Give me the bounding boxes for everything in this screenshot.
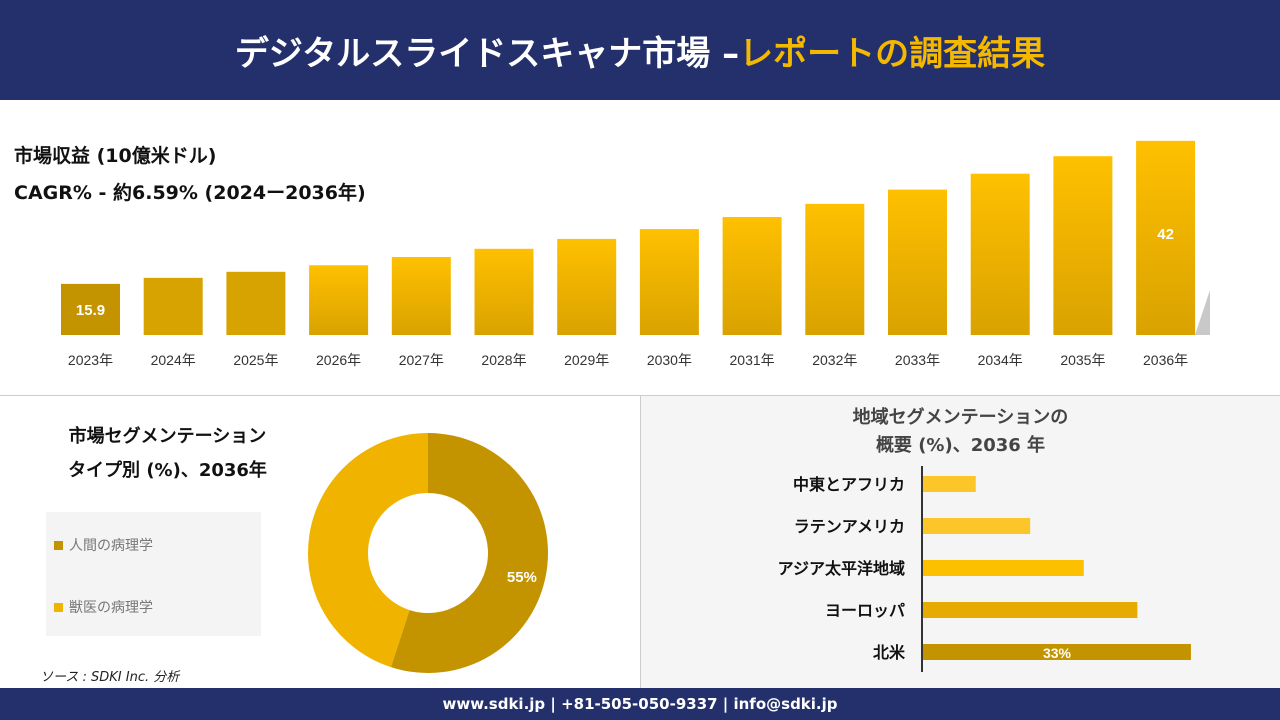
region-bar (923, 602, 1138, 618)
revenue-bar (226, 271, 286, 335)
region-panel: 地域セグメンテーションの 概要 (%)、2036 年 中東とアフリカ ラテンアメリ… (640, 396, 1280, 688)
year-tick-label: 2032年 (812, 352, 857, 368)
region-label: ヨーロッパ (825, 601, 905, 620)
revenue-bar (1053, 156, 1113, 335)
revenue-bar (474, 248, 534, 335)
revenue-bar (143, 277, 203, 335)
region-label: 北米 (873, 643, 906, 662)
year-tick-label: 2033年 (895, 352, 940, 368)
region-bar (923, 476, 976, 492)
revenue-bar (391, 257, 451, 335)
source-note: ソース : SDKI Inc. 分析 (40, 670, 180, 685)
year-tick-label: 2028年 (481, 352, 526, 368)
revenue-title: 市場収益 (10億米ドル) (14, 145, 217, 167)
year-tick-label: 2029年 (564, 352, 609, 368)
revenue-bar (888, 189, 947, 335)
year-tick-label: 2026年 (316, 352, 361, 368)
revenue-bar (309, 265, 369, 335)
revenue-bar (639, 229, 699, 335)
region-title: 地域セグメンテーションの 概要 (%)、2036 年 (641, 404, 1280, 460)
region-label: 中東とアフリカ (793, 475, 905, 494)
revenue-bar (61, 283, 120, 335)
revenue-bar (557, 238, 617, 335)
region-label: ラテンアメリカ (794, 517, 905, 536)
year-tick-label: 2027年 (399, 352, 444, 368)
donut-slice (308, 433, 428, 668)
year-tick-label: 2030年 (647, 352, 692, 368)
revenue-bar (805, 203, 865, 335)
legend-label: 獣医の病理学 (69, 600, 153, 616)
region-label: アジア太平洋地域 (778, 559, 905, 578)
type-donut-chart: 55% (308, 433, 548, 673)
revenue-bar (970, 173, 1030, 335)
region-title-line1: 地域セグメンテーションの (852, 407, 1069, 428)
legend-item-veterinary: 獣医の病理学 (54, 597, 153, 617)
segment-title-line1: 市場セグメンテーション (68, 426, 267, 447)
donut-legend (46, 512, 261, 636)
title-main: デジタルスライドスキャナ市場 – (234, 33, 740, 74)
year-tick-label: 2036年 (1143, 352, 1188, 368)
title-highlight: レポートの調査結果 (739, 33, 1046, 74)
bar-data-label: 15.9 (76, 302, 105, 319)
bar-data-label: 33% (1043, 645, 1072, 661)
slice-data-label: 55% (507, 569, 537, 586)
segment-title-line2: タイプ別 (%)、2036年 (68, 460, 267, 481)
revenue-bar (1136, 140, 1196, 335)
year-tick-label: 2031年 (730, 352, 775, 368)
year-tick-label: 2024年 (151, 352, 196, 368)
legend-label: 人間の病理学 (69, 538, 153, 554)
footer-contact: www.sdki.jp | +81-505-050-9337 | info@sd… (0, 688, 1280, 720)
year-tick-label: 2035年 (1060, 352, 1105, 368)
year-tick-label: 2034年 (978, 352, 1023, 368)
revenue-bar-chart: 2023年 15.9 2024年 2025年 2026年 2027年 2028年 2029年 2… (60, 140, 1210, 368)
divider (0, 395, 1280, 396)
region-title-line2: 概要 (%)、2036 年 (875, 435, 1046, 456)
region-bar (923, 560, 1084, 576)
donut-slice (390, 433, 548, 673)
header-banner: デジタルスライドスキャナ市場 – レポートの調査結果 (0, 0, 1280, 100)
bar-data-label: 42 (1157, 226, 1174, 243)
cagr-text: CAGR% - 約6.59% (2024ー2036年) (14, 182, 366, 204)
year-tick-label: 2025年 (233, 352, 278, 368)
region-bar (923, 644, 1191, 660)
year-tick-label: 2023年 (68, 352, 113, 368)
segment-title: 市場セグメンテーション タイプ別 (%)、2036年 (40, 420, 295, 488)
legend-swatch (54, 602, 63, 612)
legend-swatch (54, 540, 63, 550)
revenue-bar (722, 217, 782, 335)
legend-item-human: 人間の病理学 (54, 535, 153, 555)
region-bar (923, 518, 1031, 534)
